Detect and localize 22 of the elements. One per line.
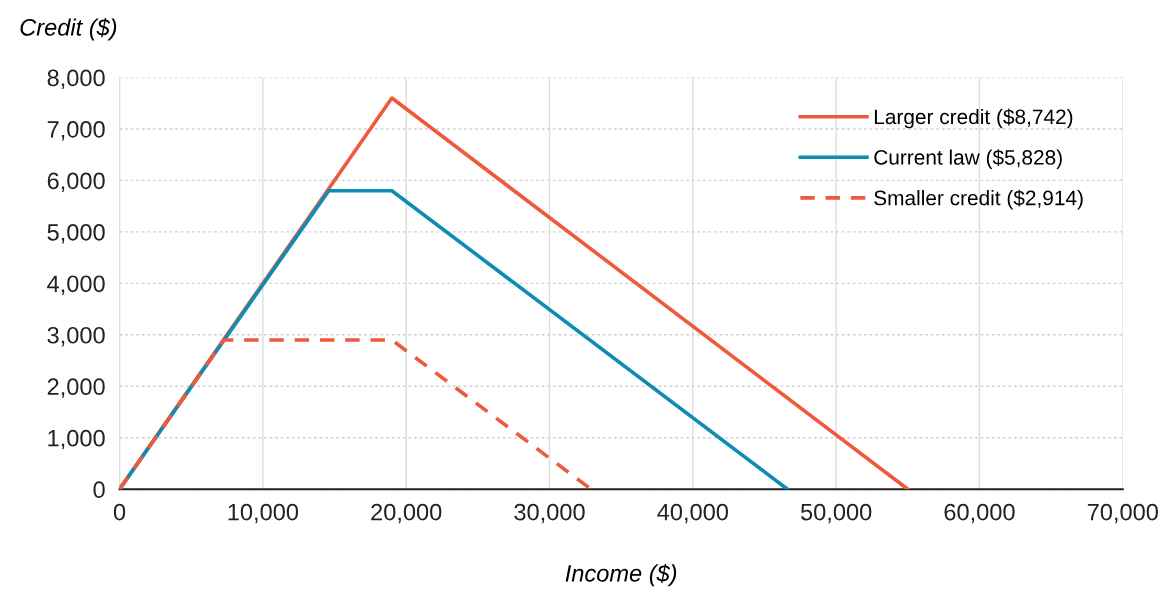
x-axis-title: Income ($)	[565, 564, 677, 587]
x-tick-label: 60,000	[944, 503, 1015, 524]
y-tick-label: 0	[93, 481, 105, 499]
x-tick-label: 50,000	[800, 503, 872, 524]
y-axis-title: Credit ($)	[20, 18, 117, 41]
y-tick-label: 3,000	[47, 326, 105, 347]
y-tick-label: 4,000	[47, 275, 105, 295]
y-tick-label: 7,000	[47, 121, 105, 141]
legend-label: Smaller credit ($2,914)	[874, 189, 1083, 210]
x-tick-label: 0	[113, 503, 126, 521]
x-tick-label: 30,000	[514, 503, 585, 524]
legend-label: Current law ($5,828)	[874, 149, 1062, 169]
x-tick-label: 70,000	[1087, 503, 1158, 524]
legend-label: Larger credit ($8,742)	[874, 108, 1073, 129]
y-tick-label: 6,000	[47, 172, 105, 192]
y-tick-label: 5,000	[47, 223, 105, 244]
x-tick-label: 40,000	[657, 503, 729, 524]
y-tick-label: 8,000	[47, 69, 105, 90]
y-tick-label: 2,000	[47, 378, 105, 398]
y-tick-label: 1,000	[48, 429, 105, 450]
x-tick-label: 20,000	[371, 503, 442, 524]
x-tick-label: 10,000	[228, 503, 299, 524]
